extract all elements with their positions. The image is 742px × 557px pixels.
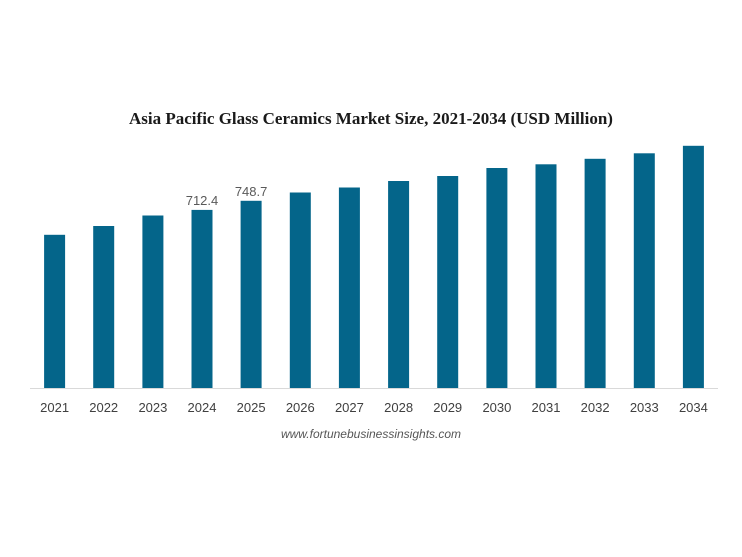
x-tick-label-2026: 2026	[286, 400, 315, 415]
bar-2026	[289, 192, 311, 388]
x-tick-label-2027: 2027	[335, 400, 364, 415]
bar-2034	[682, 145, 704, 389]
source-credit: www.fortunebusinessinsights.com	[280, 427, 462, 441]
bar-2022	[93, 226, 115, 388]
bar-2031	[535, 164, 557, 389]
bar-2025	[240, 200, 262, 388]
bar-2023	[142, 215, 164, 388]
bar-2021	[44, 234, 66, 389]
x-tick-label-2025: 2025	[237, 400, 266, 415]
x-tick-label-2030: 2030	[482, 400, 511, 415]
bar-2029	[437, 176, 459, 388]
x-tick-label-2024: 2024	[188, 400, 217, 415]
bar-2032	[584, 158, 606, 389]
x-tick-label-2023: 2023	[138, 400, 167, 415]
bars-group	[44, 145, 704, 389]
bar-2028	[388, 181, 410, 388]
x-tick-label-2022: 2022	[89, 400, 118, 415]
x-tick-label-2032: 2032	[581, 400, 610, 415]
x-tick-label-2029: 2029	[433, 400, 462, 415]
data-label-2024: 712.4	[186, 193, 219, 208]
bar-2030	[486, 168, 508, 388]
bar-2033	[633, 153, 655, 389]
x-tick-label-2034: 2034	[679, 400, 708, 415]
chart-title: Asia Pacific Glass Ceramics Market Size,…	[129, 109, 613, 128]
x-tick-labels: 2021 2022 2023 2024 2025 2026 2027 2028 2029 2030…	[40, 400, 708, 415]
x-tick-label-2033: 2033	[630, 400, 659, 415]
x-tick-label-2021: 2021	[40, 400, 69, 415]
x-tick-label-2028: 2028	[384, 400, 413, 415]
bar-2024	[191, 209, 213, 388]
data-label-2025: 748.7	[235, 184, 268, 199]
x-tick-label-2031: 2031	[532, 400, 561, 415]
data-labels: 712.4 748.7	[186, 184, 268, 208]
bar-2027	[338, 187, 360, 388]
